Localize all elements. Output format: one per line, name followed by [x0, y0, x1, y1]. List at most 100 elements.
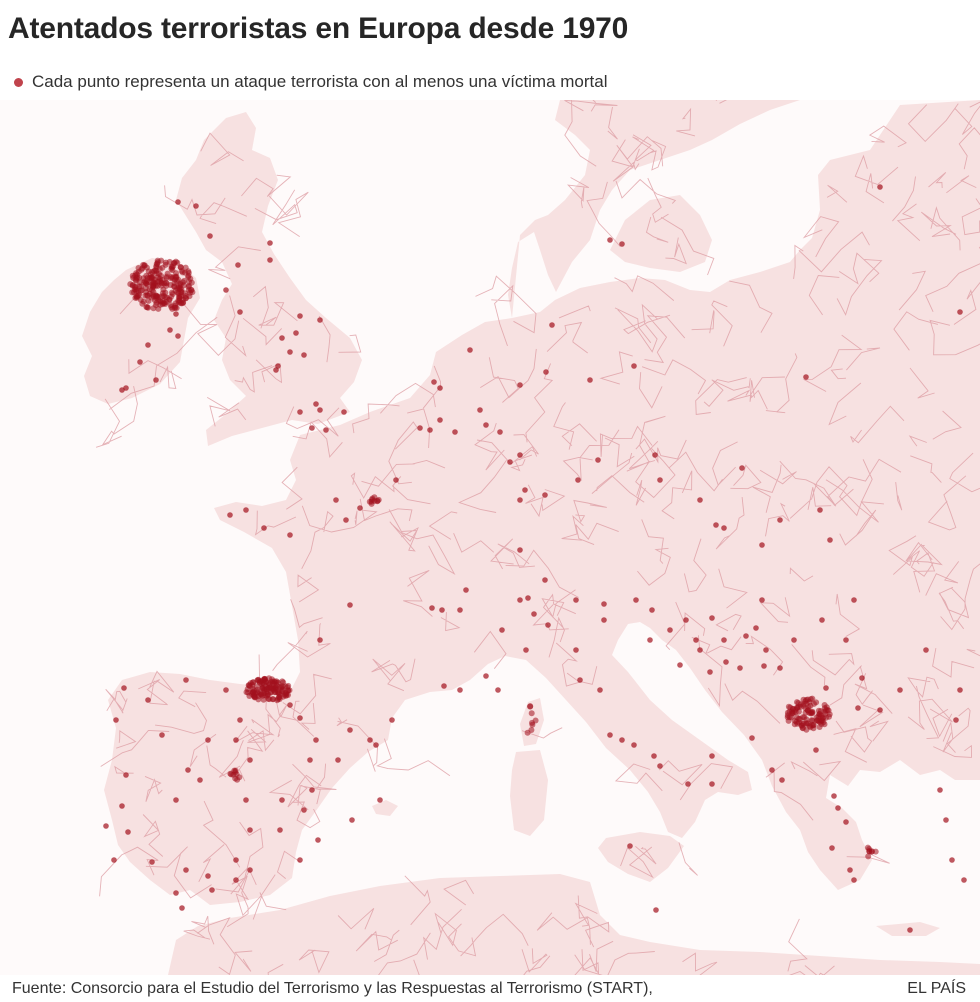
attack-point [803, 716, 810, 723]
attack-point [647, 637, 653, 643]
attack-point [517, 497, 523, 503]
attack-point [523, 647, 529, 653]
attack-point [877, 184, 883, 190]
attack-point [457, 687, 463, 693]
attack-point [179, 279, 186, 286]
attack-point [759, 542, 765, 548]
attack-point [125, 829, 131, 835]
attack-point [721, 637, 727, 643]
attack-point [297, 857, 303, 863]
attack-point [205, 737, 211, 743]
attack-point [809, 695, 816, 702]
europe-map[interactable] [0, 100, 980, 975]
attack-point [137, 296, 144, 303]
attack-point [528, 727, 535, 733]
attack-point [697, 497, 703, 503]
attack-point [169, 267, 176, 274]
attack-point [823, 685, 829, 691]
attack-point [243, 797, 249, 803]
attack-point [657, 763, 663, 769]
attack-point [807, 710, 814, 717]
attack-point [279, 797, 285, 803]
attack-point [284, 684, 291, 691]
attack-point [961, 877, 967, 883]
attack-point [317, 407, 323, 413]
attack-point [171, 305, 178, 311]
attack-point [169, 289, 175, 296]
attack-point [171, 283, 178, 290]
attack-point [525, 595, 531, 601]
attack-point [207, 233, 213, 239]
attack-point [791, 637, 797, 643]
attack-point [145, 342, 151, 348]
attack-point [183, 867, 189, 873]
attack-point [185, 274, 192, 280]
attack-point [273, 367, 279, 373]
attack-point [803, 374, 809, 380]
attack-point [573, 597, 579, 603]
attack-point [759, 597, 765, 603]
attack-point [595, 457, 601, 463]
attack-point [949, 857, 955, 863]
attack-point [162, 259, 169, 266]
attack-point [800, 696, 807, 703]
attack-point [779, 777, 785, 783]
attack-point [258, 691, 265, 698]
attack-point [153, 267, 160, 274]
attack-point [693, 637, 699, 643]
attack-point [859, 675, 865, 681]
attack-point [813, 747, 819, 753]
attack-point [707, 669, 713, 675]
attack-point [193, 203, 199, 209]
attack-point [477, 407, 483, 413]
attack-point [247, 867, 253, 873]
attack-point [467, 347, 473, 353]
attack-point [175, 199, 181, 205]
attack-point [709, 781, 715, 787]
attack-point [417, 425, 423, 431]
attack-point [176, 297, 183, 304]
attack-point [301, 352, 307, 358]
attack-point [667, 627, 673, 633]
attack-point [149, 859, 155, 865]
attack-point [685, 781, 691, 787]
attack-point [261, 677, 268, 683]
attack-point [173, 797, 179, 803]
attack-point [175, 333, 181, 339]
attack-point [232, 775, 239, 782]
attack-point [223, 287, 229, 293]
attack-point [247, 757, 253, 763]
attack-point [907, 927, 913, 933]
attack-point [937, 787, 943, 793]
attack-point [141, 262, 148, 269]
attack-point [315, 837, 321, 843]
attack-point [800, 701, 807, 707]
attack-point [264, 691, 271, 698]
attack-point [441, 683, 447, 689]
attack-point [877, 707, 883, 713]
attack-point [123, 772, 129, 778]
attack-point [709, 753, 715, 759]
attack-point [794, 720, 801, 727]
attack-point [827, 537, 833, 543]
attack-point [209, 887, 215, 893]
attack-point [287, 349, 293, 355]
attack-point [133, 288, 140, 295]
attack-point [145, 697, 151, 703]
attack-point [813, 699, 820, 706]
attack-point [543, 369, 549, 375]
page-title: Atentados terroristas en Europa desde 19… [8, 12, 629, 45]
attack-point [293, 330, 299, 336]
attack-point [749, 735, 755, 741]
attack-point [172, 258, 179, 265]
attack-point [431, 379, 437, 385]
attack-point [185, 767, 191, 773]
attack-point [619, 737, 625, 743]
attack-point [119, 803, 125, 809]
attack-point [377, 797, 383, 803]
attack-point [183, 677, 189, 683]
attack-point [154, 257, 161, 264]
attack-point [847, 867, 853, 873]
attack-point [865, 853, 872, 860]
attack-point [256, 678, 263, 685]
